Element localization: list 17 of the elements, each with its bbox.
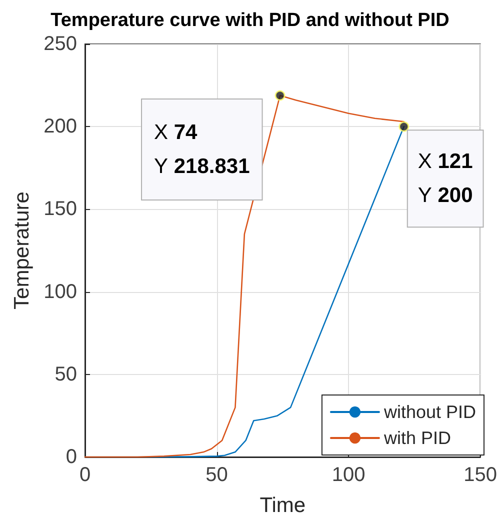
x-axis-title: Time — [260, 494, 306, 517]
y-axis-title: Temperature — [10, 192, 34, 310]
annotation: X 74 Y 218.831 — [154, 120, 250, 178]
x-tick-label: 150 — [464, 464, 498, 486]
y-tick-label: 100 — [44, 280, 77, 303]
legend-label: with PID — [382, 428, 451, 448]
y-tick-label: 50 — [54, 363, 77, 386]
chart-title: Temperature curve with PID and without PID — [50, 10, 450, 31]
y-tick-label: 250 — [44, 33, 77, 55]
legend-label: without PID — [382, 402, 476, 422]
y-tick-label: 200 — [44, 116, 77, 138]
y-tick-label: 150 — [44, 198, 77, 220]
x-tick-label: 0 — [79, 464, 91, 486]
x-tick-label: 50 — [206, 464, 228, 486]
x-tick-label: 100 — [332, 464, 366, 486]
y-tick-label: 0 — [66, 446, 77, 468]
annotation: X 121 Y 200 — [418, 150, 474, 208]
